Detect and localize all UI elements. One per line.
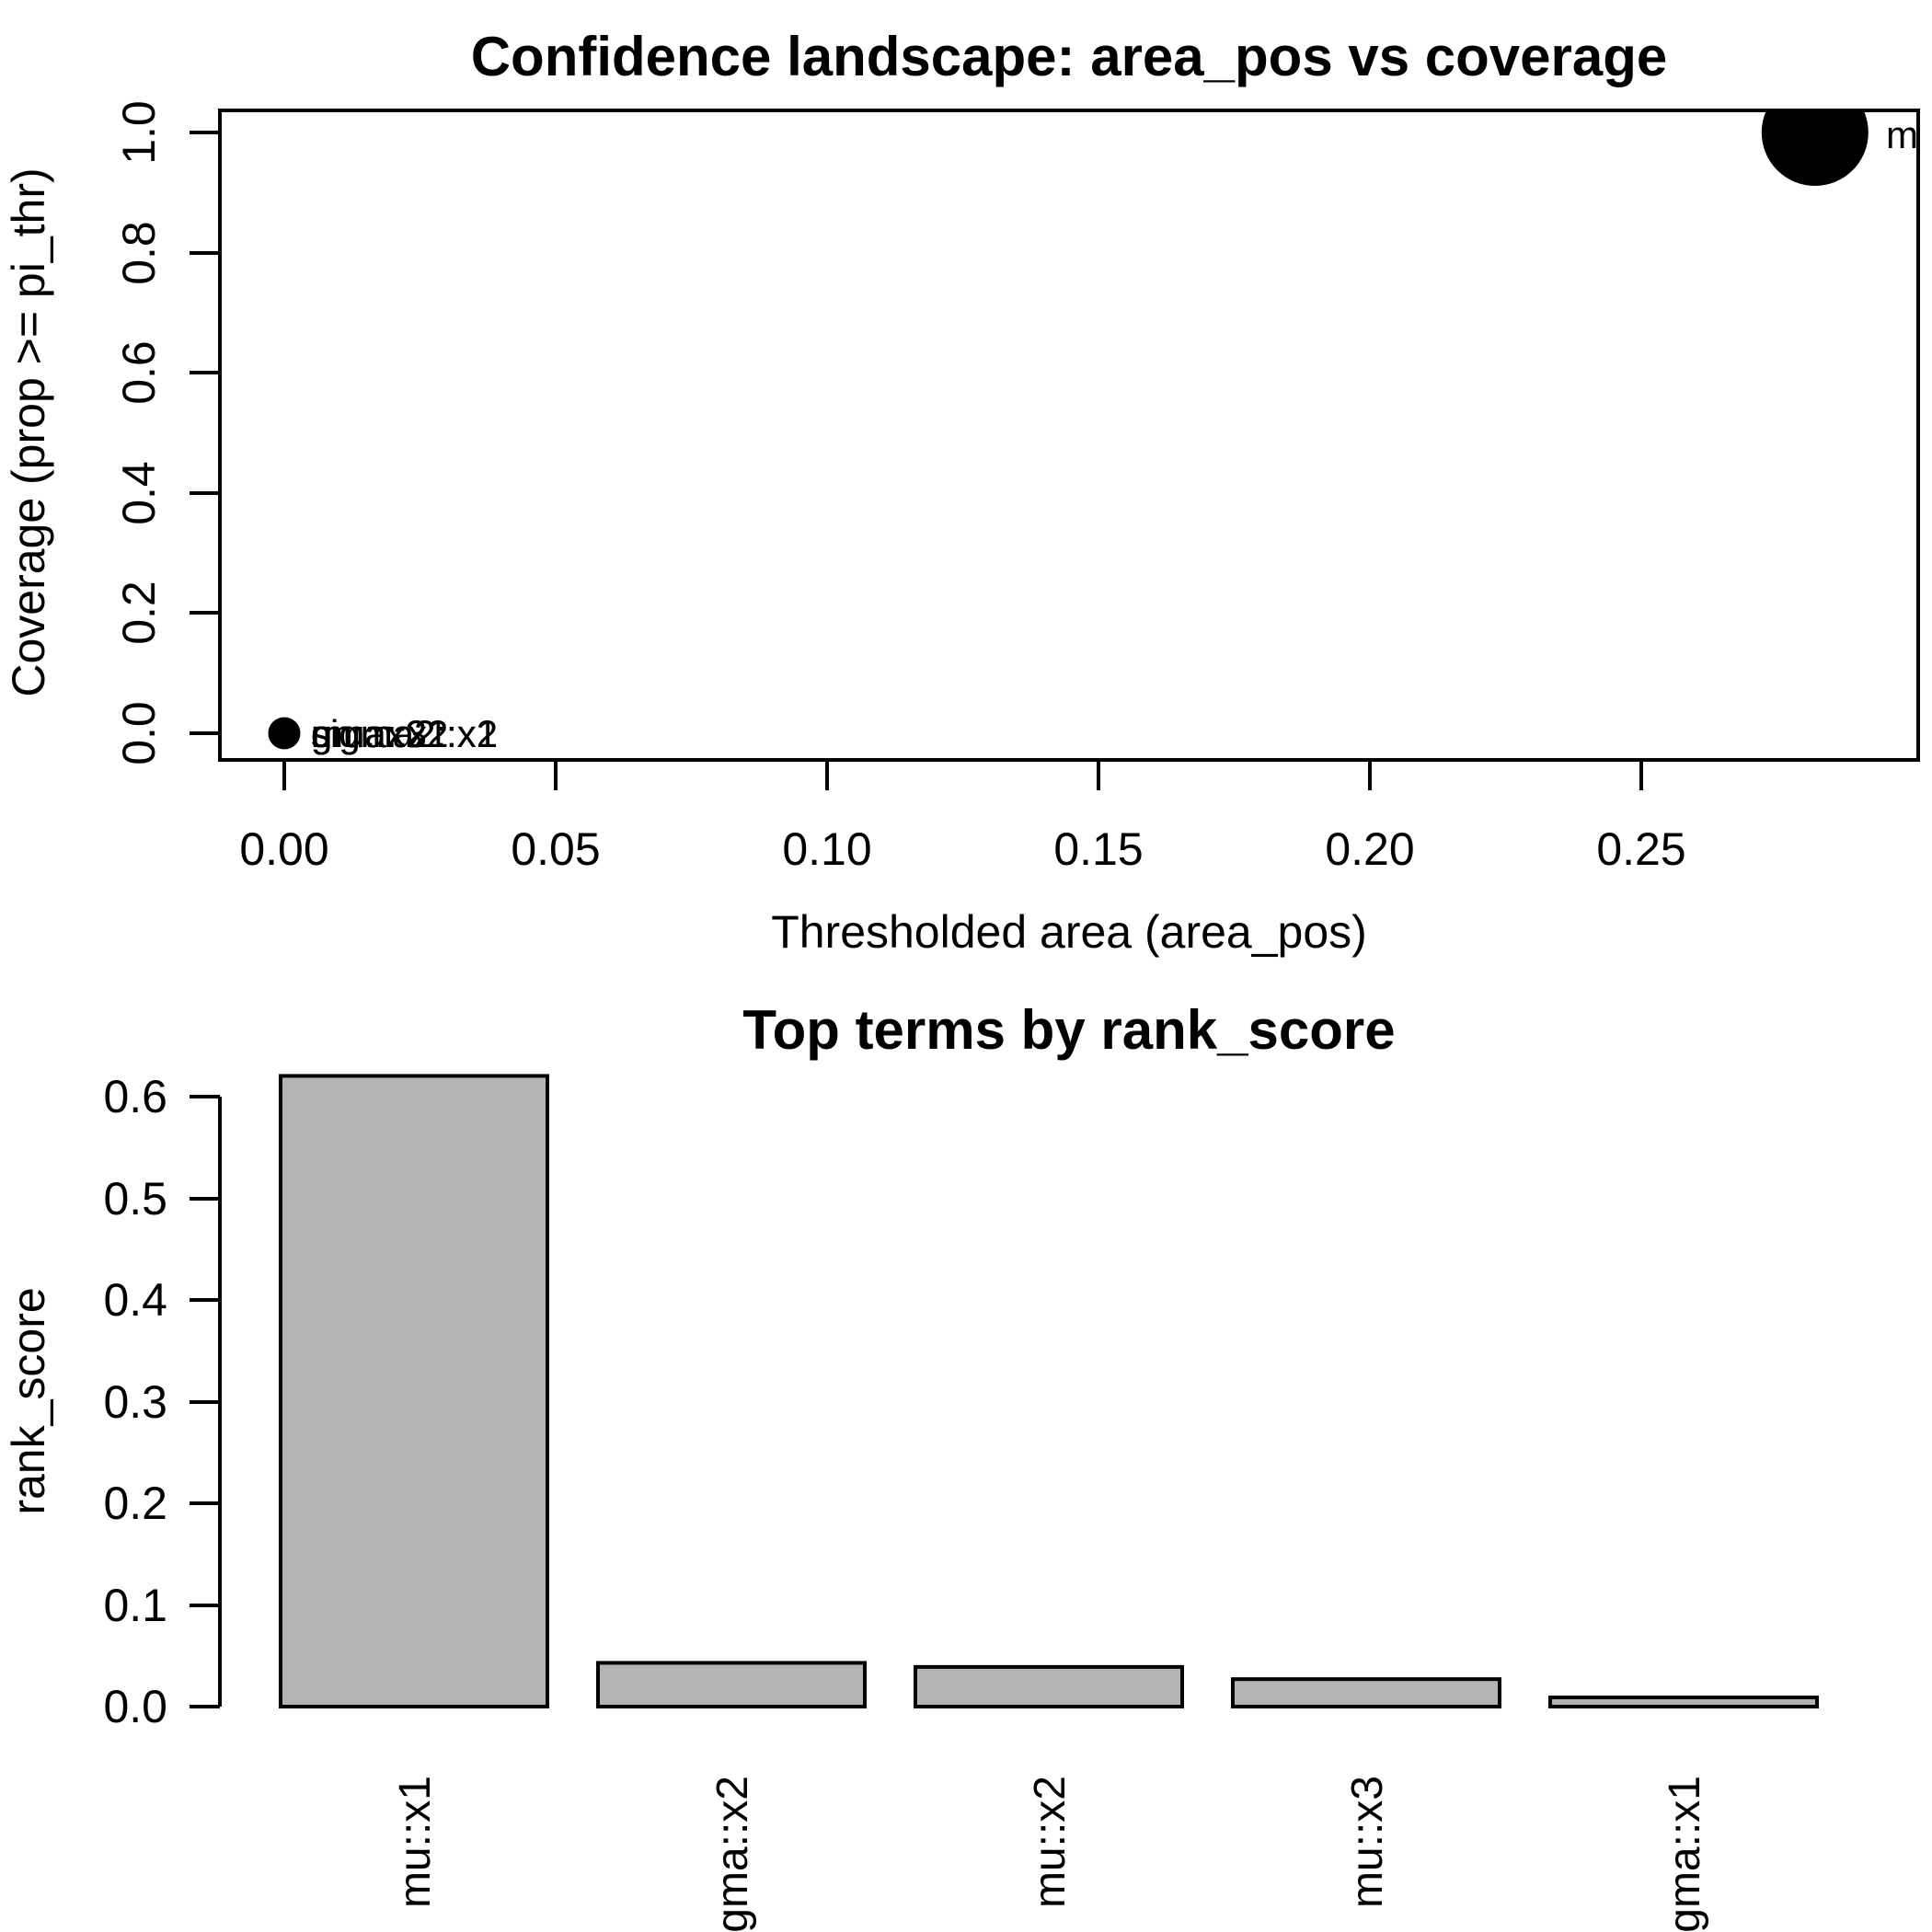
x-tick-label: 0.00: [239, 823, 328, 875]
y-tick-label: 1.0: [113, 100, 165, 165]
scatter-point-origin-cluster: [268, 717, 301, 750]
scatter-title: Confidence landscape: area_pos vs covera…: [471, 26, 1668, 87]
bar-label: gma::x1: [1661, 1776, 1709, 1932]
x-tick-label: 0.10: [782, 823, 871, 875]
y-tick-label: 0.4: [103, 1274, 167, 1326]
scatter-y-axis: 0.0 0.2 0.4 0.6 0.8 1.0 Coverage (prop >…: [3, 100, 220, 765]
origin-label: sigma2::x1: [311, 712, 498, 755]
y-tick-label: 0.0: [103, 1681, 167, 1732]
y-tick-label: 0.2: [103, 1478, 167, 1529]
scatter-points: mu::x1: [1761, 110, 1932, 186]
scatter-plot-box: [218, 109, 1920, 762]
scatter-point-label-mu-x1-clipped: mu::x1: [1886, 113, 1932, 156]
origin-label: mu::x2: [311, 712, 427, 755]
bar-chart: Top terms by rank_score 0.0 0.1 0.2 0.3 …: [3, 999, 1819, 1932]
bar-y-axis-title: rank_score: [3, 1287, 54, 1514]
bar-y-axis: 0.0 0.1 0.2 0.3 0.4 0.5 0.6 rank_score: [3, 1071, 222, 1732]
scatter-chart: Confidence landscape: area_pos vs covera…: [3, 26, 1932, 958]
origin-label: mu::x3: [311, 712, 427, 755]
scatter-x-axis: 0.00 0.05 0.10 0.15 0.20 0.25 Thresholde…: [239, 760, 1686, 958]
origin-label: gma::x2: [311, 712, 448, 755]
bar-label: mu::x1: [391, 1776, 440, 1908]
y-tick-label: 0.6: [103, 1071, 167, 1122]
y-tick-label: 0.5: [103, 1173, 167, 1225]
y-tick-label: 0.6: [113, 340, 165, 405]
bar-label: mu::x2: [1026, 1776, 1075, 1908]
bar-gma-x2: [596, 1661, 867, 1709]
y-tick-label: 0.4: [113, 461, 165, 525]
x-tick-label: 0.05: [511, 823, 600, 875]
y-tick-label: 0.2: [113, 581, 165, 645]
bar-mu-x1: [279, 1074, 549, 1708]
y-tick-label: 0.8: [113, 221, 165, 285]
bar-mu-x2: [914, 1664, 1184, 1708]
scatter-y-axis-title: Coverage (prop >= pi_thr): [3, 167, 54, 696]
y-tick-label: 0.1: [103, 1580, 167, 1631]
x-tick-label: 0.25: [1596, 823, 1685, 875]
scatter-x-axis-title: Thresholded area (area_pos): [771, 906, 1367, 958]
y-tick-label: 0.0: [113, 701, 165, 765]
scatter-point-mu-x1: [1761, 110, 1869, 186]
bar-title: Top terms by rank_score: [742, 999, 1395, 1061]
bars: [279, 1074, 1819, 1709]
bar-category-labels: mu::x1 gma::x2 mu::x2 mu::x3 gma::x1: [391, 1776, 1709, 1932]
bar-label: mu::x3: [1343, 1776, 1392, 1908]
bar-mu-x3: [1231, 1677, 1501, 1709]
origin-overlapping-labels: sigma2::x1 sigma2::x2 mu::x2 mu::x3 gma:…: [311, 712, 498, 755]
y-tick-label: 0.3: [103, 1376, 167, 1428]
x-tick-label: 0.20: [1325, 823, 1414, 875]
bar-label: gma::x2: [708, 1776, 757, 1932]
x-tick-label: 0.15: [1053, 823, 1143, 875]
bar-gma-x1: [1548, 1696, 1819, 1709]
origin-label: sigma2::x2: [311, 712, 498, 755]
origin-label: gma::x1: [311, 712, 448, 755]
